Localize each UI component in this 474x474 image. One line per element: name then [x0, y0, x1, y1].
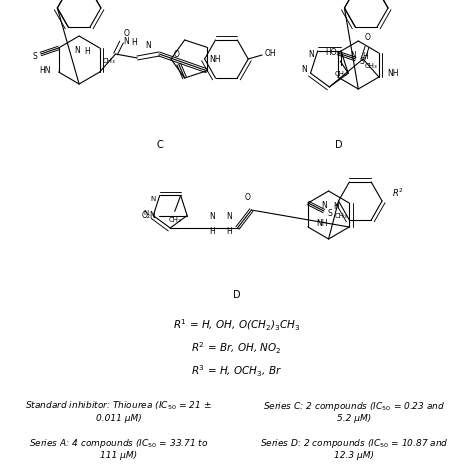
Text: N: N	[351, 51, 356, 60]
Text: N: N	[227, 212, 232, 221]
Text: $R^1$ = H, OH, O(CH$_2$)$_3$CH$_3$: $R^1$ = H, OH, O(CH$_2$)$_3$CH$_3$	[173, 317, 301, 333]
Text: H: H	[84, 47, 90, 56]
Text: HO: HO	[326, 48, 337, 57]
Text: N: N	[146, 41, 151, 50]
Text: Standard inhibitor: Thiourea (IC$_{50}$ = 21 ±
0.011 μM): Standard inhibitor: Thiourea (IC$_{50}$ …	[26, 400, 212, 423]
Text: CH₃: CH₃	[364, 63, 377, 69]
Text: N: N	[209, 212, 215, 221]
Text: D: D	[335, 140, 342, 150]
Text: O: O	[174, 50, 180, 59]
Text: O: O	[123, 29, 129, 38]
Text: S: S	[328, 209, 333, 218]
Text: CH₃: CH₃	[335, 213, 347, 219]
Text: CH₃: CH₃	[335, 71, 347, 77]
Text: S: S	[359, 56, 364, 65]
Text: D: D	[233, 290, 240, 300]
Text: NH: NH	[316, 219, 328, 228]
Text: $R^2$: $R^2$	[392, 187, 404, 199]
Text: N: N	[124, 37, 129, 46]
Text: CH₃: CH₃	[103, 58, 116, 64]
Text: NH: NH	[209, 55, 220, 64]
Text: H: H	[362, 52, 368, 61]
Text: O₂N: O₂N	[142, 211, 156, 220]
Text: S: S	[32, 52, 37, 61]
Text: Series A: 4 compounds (IC$_{50}$ = 33.71 to
111 μM): Series A: 4 compounds (IC$_{50}$ = 33.71…	[29, 437, 209, 460]
Text: $R^2$ = Br, OH, NO$_2$: $R^2$ = Br, OH, NO$_2$	[191, 340, 282, 356]
Text: CH₃: CH₃	[168, 218, 181, 223]
Text: O: O	[245, 193, 250, 202]
Text: OH: OH	[265, 48, 277, 57]
Text: N: N	[143, 210, 148, 216]
Text: H: H	[334, 202, 339, 211]
Text: NH: NH	[387, 69, 398, 78]
Text: N: N	[321, 201, 327, 210]
Text: C: C	[157, 140, 164, 150]
Text: Series D: 2 compounds (IC$_{50}$ = 10.87 and
12.3 μM): Series D: 2 compounds (IC$_{50}$ = 10.87…	[260, 437, 448, 460]
Text: HN: HN	[39, 65, 51, 74]
Text: O: O	[365, 33, 371, 42]
Text: N: N	[74, 46, 80, 55]
Text: H: H	[227, 227, 232, 236]
Text: N: N	[308, 50, 314, 59]
Text: N: N	[301, 64, 307, 73]
Text: H: H	[209, 227, 215, 236]
Text: H: H	[131, 38, 137, 47]
Text: N: N	[151, 196, 156, 202]
Text: $R^3$ = H, OCH$_3$, Br: $R^3$ = H, OCH$_3$, Br	[191, 363, 282, 379]
Text: Series C: 2 compounds (IC$_{50}$ = 0.23 and
5.2 μM): Series C: 2 compounds (IC$_{50}$ = 0.23 …	[263, 400, 446, 423]
